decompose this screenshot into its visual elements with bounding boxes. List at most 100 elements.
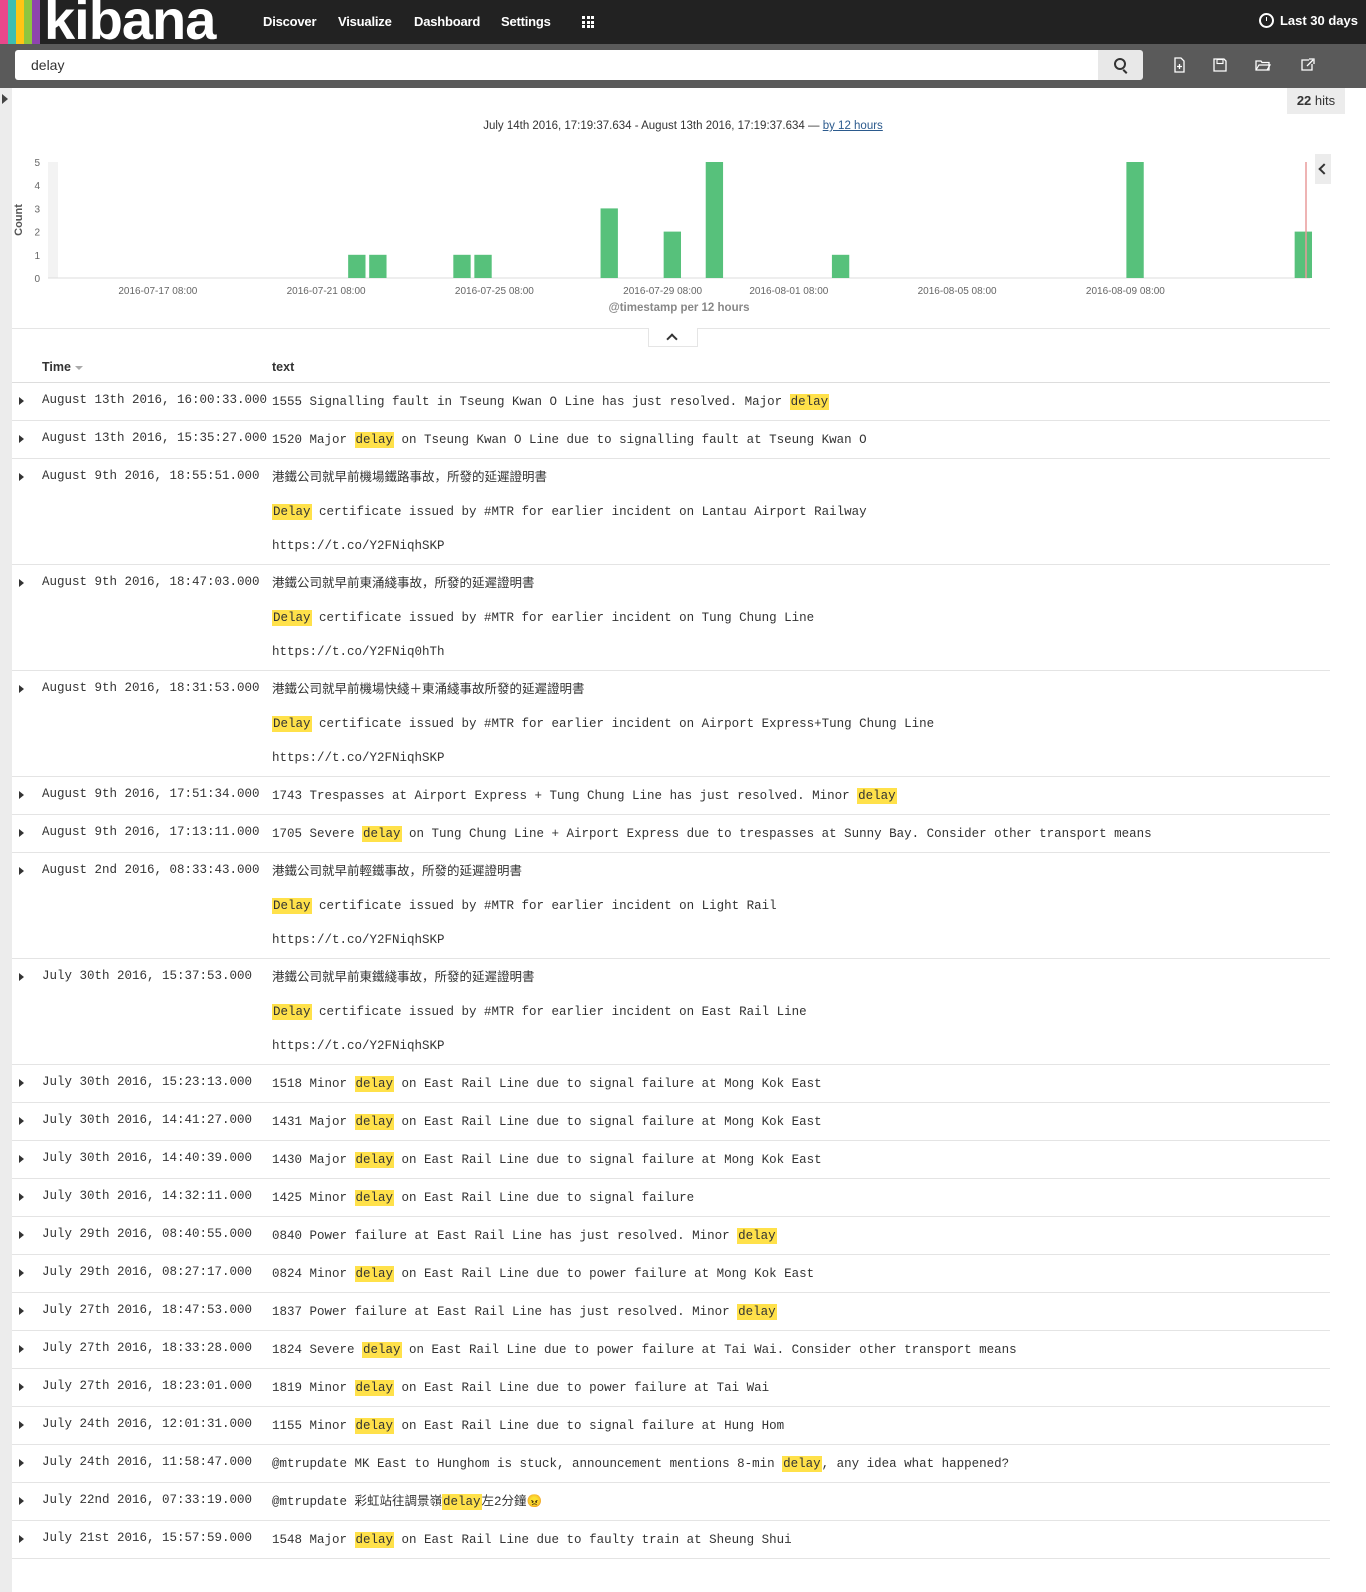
text-segment: 1837 Power failure at East Rail Line has… xyxy=(272,1305,738,1319)
expand-row-icon[interactable] xyxy=(19,435,24,443)
expand-row-icon[interactable] xyxy=(19,1117,24,1125)
text-segment: 港鐵公司就早前東鐵綫事故，所發的延遲證明書 xyxy=(272,971,535,985)
expand-row-icon[interactable] xyxy=(19,1079,24,1087)
row-text-line: Delay certificate issued by #MTR for ear… xyxy=(272,707,934,741)
row-timestamp: August 13th 2016, 15:35:27.000 xyxy=(42,431,268,445)
row-text-line: 1155 Minor delay on East Rail Line due t… xyxy=(272,1409,784,1443)
new-search-icon[interactable] xyxy=(1171,57,1187,73)
table-row[interactable]: August 9th 2016, 18:31:53.000 港鐵公司就早前機場快綫… xyxy=(12,671,1330,777)
nav-settings[interactable]: Settings xyxy=(501,14,551,29)
row-text-line: 1430 Major delay on East Rail Line due t… xyxy=(272,1143,822,1177)
table-row[interactable]: July 21st 2016, 15:57:59.000 1548 Major d… xyxy=(12,1521,1330,1559)
sort-caret-icon[interactable] xyxy=(74,365,83,370)
row-timestamp: July 30th 2016, 15:37:53.000 xyxy=(42,969,253,983)
expand-row-icon[interactable] xyxy=(19,867,24,875)
nav-discover[interactable]: Discover xyxy=(263,14,317,29)
expand-row-icon[interactable] xyxy=(19,1383,24,1391)
sidebar-toggle-strip[interactable] xyxy=(0,88,12,1592)
table-row[interactable]: August 9th 2016, 18:55:51.000 港鐵公司就早前機場鐵路… xyxy=(12,459,1330,565)
text-segment: 1743 Trespasses at Airport Express + Tun… xyxy=(272,789,858,803)
row-timestamp: July 27th 2016, 18:23:01.000 xyxy=(42,1379,253,1393)
expand-row-icon[interactable] xyxy=(19,1421,24,1429)
expand-row-icon[interactable] xyxy=(19,579,24,587)
x-tick-label: 2016-07-17 08:00 xyxy=(118,286,197,297)
expand-row-icon[interactable] xyxy=(19,1497,24,1505)
highlight-match: delay xyxy=(354,1076,395,1092)
apps-grid-icon[interactable] xyxy=(582,16,594,28)
table-row[interactable]: July 24th 2016, 11:58:47.000 @mtrupdate M… xyxy=(12,1445,1330,1483)
table-row[interactable]: July 30th 2016, 14:40:39.000 1430 Major d… xyxy=(12,1141,1330,1179)
row-text-line: Delay certificate issued by #MTR for ear… xyxy=(272,495,867,529)
row-text-line: 1431 Major delay on East Rail Line due t… xyxy=(272,1105,822,1139)
text-segment: certificate issued by #MTR for earlier i… xyxy=(311,611,815,625)
expand-sidebar-icon[interactable] xyxy=(2,94,8,104)
table-row[interactable]: July 29th 2016, 08:27:17.000 0824 Minor d… xyxy=(12,1255,1330,1293)
save-search-icon[interactable] xyxy=(1212,57,1228,73)
table-row[interactable]: August 2nd 2016, 08:33:43.000 港鐵公司就早前輕鐵事故… xyxy=(12,853,1330,959)
expand-row-icon[interactable] xyxy=(19,1459,24,1467)
row-text-line: https://t.co/Y2FNiqhSKP xyxy=(272,923,445,957)
open-search-icon[interactable] xyxy=(1255,57,1271,73)
table-row[interactable]: August 9th 2016, 17:13:11.000 1705 Severe… xyxy=(12,815,1330,853)
row-timestamp: July 29th 2016, 08:40:55.000 xyxy=(42,1227,253,1241)
nav-visualize[interactable]: Visualize xyxy=(338,14,392,29)
table-row[interactable]: July 30th 2016, 14:41:27.000 1431 Major d… xyxy=(12,1103,1330,1141)
chart-legend-toggle[interactable] xyxy=(1315,154,1331,184)
search-input[interactable] xyxy=(15,50,1098,80)
time-picker[interactable]: Last 30 days xyxy=(1258,13,1358,28)
table-row[interactable]: July 30th 2016, 15:23:13.000 1518 Minor d… xyxy=(12,1065,1330,1103)
table-row[interactable]: August 9th 2016, 18:47:03.000 港鐵公司就早前東涌綫事… xyxy=(12,565,1330,671)
table-row[interactable]: August 13th 2016, 16:00:33.000 1555 Signa… xyxy=(12,383,1330,421)
table-row[interactable]: July 27th 2016, 18:33:28.000 1824 Severe … xyxy=(12,1331,1330,1369)
text-segment: 港鐵公司就早前機場鐵路事故，所發的延遲證明書 xyxy=(272,471,548,485)
row-text-line: 1518 Minor delay on East Rail Line due t… xyxy=(272,1067,822,1101)
table-row[interactable]: July 27th 2016, 18:23:01.000 1819 Minor d… xyxy=(12,1369,1330,1407)
table-row[interactable]: July 30th 2016, 14:32:11.000 1425 Minor d… xyxy=(12,1179,1330,1217)
column-header-text[interactable]: text xyxy=(272,360,295,374)
share-search-icon[interactable] xyxy=(1299,57,1315,73)
expand-row-icon[interactable] xyxy=(19,973,24,981)
column-header-time[interactable]: Time xyxy=(42,360,83,374)
row-timestamp: July 21st 2016, 15:57:59.000 xyxy=(42,1531,253,1545)
kibana-logo[interactable]: kibana xyxy=(44,0,216,51)
expand-row-icon[interactable] xyxy=(19,397,24,405)
expand-row-icon[interactable] xyxy=(19,829,24,837)
time-range-caption: July 14th 2016, 17:19:37.634 - August 13… xyxy=(0,120,1366,132)
histogram-chart[interactable]: 0 1 2 3 4 5 Count 2016-07-17 08:00 2016-07-21 08… xyxy=(0,150,1340,322)
expand-row-icon[interactable] xyxy=(19,1155,24,1163)
text-segment: , any idea what happened? xyxy=(821,1457,1010,1471)
highlight-match: delay xyxy=(354,432,395,448)
results-table: August 13th 2016, 16:00:33.000 1555 Signa… xyxy=(12,383,1330,1559)
table-row[interactable]: August 13th 2016, 15:35:27.000 1520 Major… xyxy=(12,421,1330,459)
interval-link[interactable]: by 12 hours xyxy=(822,120,883,132)
table-row[interactable]: July 22nd 2016, 07:33:19.000 @mtrupdate 彩… xyxy=(12,1483,1330,1521)
nav-dashboard[interactable]: Dashboard xyxy=(414,14,481,29)
expand-row-icon[interactable] xyxy=(19,1307,24,1315)
row-text-line: @mtrupdate MK East to Hunghom is stuck, … xyxy=(272,1447,1009,1481)
search-button[interactable] xyxy=(1098,50,1143,80)
expand-row-icon[interactable] xyxy=(19,685,24,693)
table-row[interactable]: August 9th 2016, 17:51:34.000 1743 Trespa… xyxy=(12,777,1330,815)
expand-row-icon[interactable] xyxy=(19,1269,24,1277)
y-axis-label: Count xyxy=(13,204,25,236)
text-segment: 0840 Power failure at East Rail Line has… xyxy=(272,1229,738,1243)
text-segment: on East Rail Line due to power failure a… xyxy=(394,1381,770,1395)
highlight-match: Delay xyxy=(272,610,312,626)
expand-row-icon[interactable] xyxy=(19,791,24,799)
table-row[interactable]: July 27th 2016, 18:47:53.000 1837 Power f… xyxy=(12,1293,1330,1331)
collapse-chart-button[interactable] xyxy=(648,328,698,347)
table-row[interactable]: July 30th 2016, 15:37:53.000 港鐵公司就早前東鐵綫事故… xyxy=(12,959,1330,1065)
table-row[interactable]: July 29th 2016, 08:40:55.000 0840 Power f… xyxy=(12,1217,1330,1255)
expand-row-icon[interactable] xyxy=(19,473,24,481)
expand-row-icon[interactable] xyxy=(19,1193,24,1201)
histogram-bar xyxy=(369,254,387,278)
row-timestamp: July 30th 2016, 14:41:27.000 xyxy=(42,1113,253,1127)
table-row[interactable]: July 24th 2016, 12:01:31.000 1155 Minor d… xyxy=(12,1407,1330,1445)
hits-number: 22 xyxy=(1296,93,1312,108)
text-segment: 港鐵公司就早前輕鐵事故，所發的延遲證明書 xyxy=(272,865,523,879)
text-segment: on East Rail Line due to signal failure … xyxy=(394,1153,822,1167)
expand-row-icon[interactable] xyxy=(19,1535,24,1543)
highlight-match: delay xyxy=(789,394,830,410)
expand-row-icon[interactable] xyxy=(19,1231,24,1239)
expand-row-icon[interactable] xyxy=(19,1345,24,1353)
